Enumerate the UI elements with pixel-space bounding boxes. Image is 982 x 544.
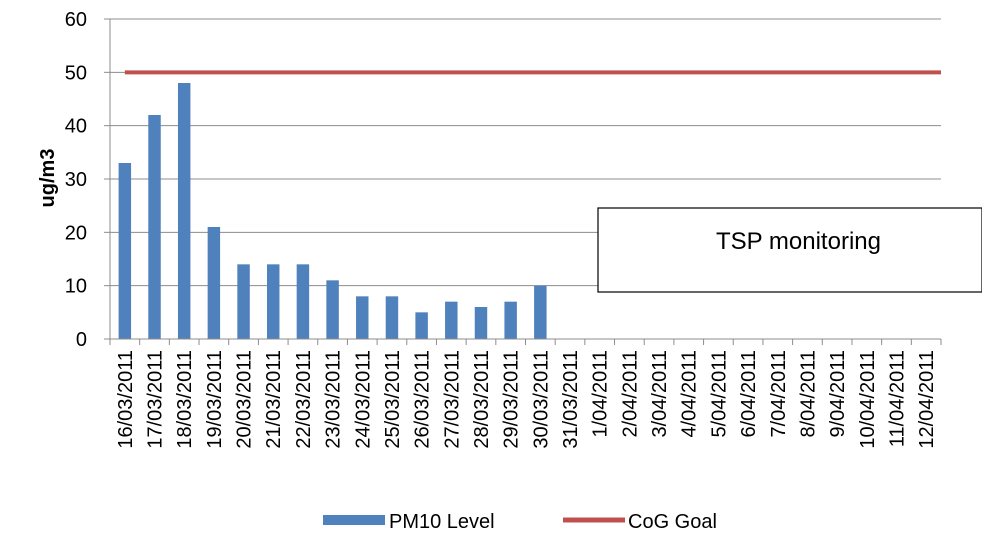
x-tick-label: 23/03/2011 xyxy=(323,350,345,449)
x-tick-label: 24/03/2011 xyxy=(352,350,374,449)
x-tick-label: 21/03/2011 xyxy=(263,350,285,449)
bar xyxy=(207,227,221,339)
y-tick-label: 40 xyxy=(65,116,87,138)
y-axis-title: ug/m3 xyxy=(37,149,59,208)
x-tick-label: 31/03/2011 xyxy=(560,350,582,449)
bar xyxy=(534,285,547,339)
bar xyxy=(385,296,399,339)
x-tick-label: 26/03/2011 xyxy=(412,350,434,449)
x-tick-label: 1/04/2011 xyxy=(590,350,612,438)
x-tick-label: 28/03/2011 xyxy=(471,350,493,449)
legend-label-cog-goal: CoG Goal xyxy=(628,511,717,533)
legend-label-pm10: PM10 Level xyxy=(389,511,495,533)
y-tick-label: 50 xyxy=(65,62,87,84)
bar xyxy=(474,307,488,339)
x-tick-label: 19/03/2011 xyxy=(204,350,226,449)
y-tick-label: 20 xyxy=(65,222,87,244)
x-tick-label: 8/04/2011 xyxy=(797,350,819,438)
x-tick-label: 4/04/2011 xyxy=(679,350,701,438)
x-tick-label: 6/04/2011 xyxy=(738,350,760,438)
annotation-text: TSP monitoring xyxy=(716,228,881,255)
legend-swatch-pm10 xyxy=(323,515,385,525)
y-tick-label: 30 xyxy=(65,169,87,191)
x-tick-label: 9/04/2011 xyxy=(827,350,849,438)
x-tick-label: 30/03/2011 xyxy=(530,350,552,449)
x-tick-label: 17/03/2011 xyxy=(145,350,167,449)
x-tick-label: 27/03/2011 xyxy=(441,350,463,449)
y-tick-label: 0 xyxy=(76,329,87,351)
legend: PM10 Level CoG Goal xyxy=(323,511,717,533)
x-tick-label: 11/04/2011 xyxy=(886,350,908,447)
bar xyxy=(266,264,280,339)
bar xyxy=(415,312,428,339)
axes xyxy=(109,19,942,345)
y-tick-labels: 0 10 20 30 40 50 60 xyxy=(65,9,87,351)
bar-series xyxy=(118,83,547,339)
y-tick-label: 10 xyxy=(65,276,87,298)
bar xyxy=(177,83,191,339)
bar xyxy=(296,264,310,339)
bar xyxy=(237,264,250,339)
annotation-rect xyxy=(597,207,982,293)
x-tick-label: 12/04/2011 xyxy=(916,350,938,449)
x-tick-label: 7/04/2011 xyxy=(768,350,790,438)
x-tick-label: 25/03/2011 xyxy=(382,350,404,449)
x-tick-label: 5/04/2011 xyxy=(708,350,730,438)
x-tick-label: 18/03/2011 xyxy=(174,350,196,449)
x-tick-label: 3/04/2011 xyxy=(649,350,671,438)
x-tick-label: 29/03/2011 xyxy=(501,350,523,449)
bar xyxy=(326,280,339,339)
x-tick-label: 10/04/2011 xyxy=(857,350,879,449)
x-tick-label: 16/03/2011 xyxy=(115,350,137,449)
x-tick-labels: 16/03/2011 17/03/2011 18/03/2011 19/03/2011… xyxy=(115,350,938,449)
bar xyxy=(504,301,517,339)
bar xyxy=(118,163,132,339)
x-tick-label: 22/03/2011 xyxy=(293,350,315,449)
bar xyxy=(148,115,161,339)
y-tick-label: 60 xyxy=(65,9,87,31)
x-tick-label: 2/04/2011 xyxy=(619,350,641,438)
x-tick-label: 20/03/2011 xyxy=(234,350,256,449)
bar xyxy=(356,296,369,339)
bar xyxy=(445,301,458,339)
annotation-box: TSP monitoring xyxy=(597,207,982,293)
